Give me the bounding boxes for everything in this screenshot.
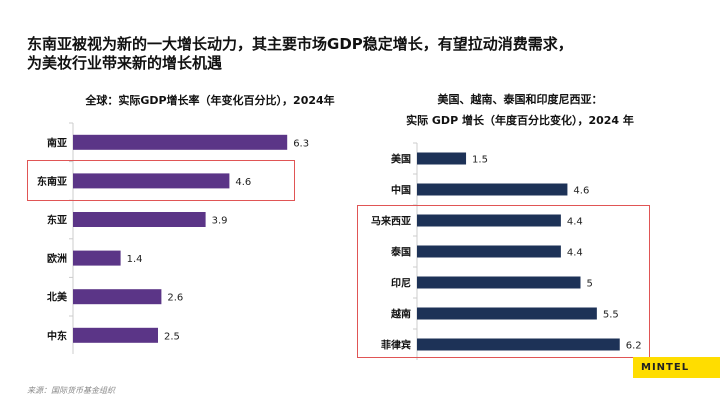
highlight-box-southeast-asia <box>27 160 295 201</box>
data-label: 2.5 <box>164 331 180 342</box>
mintel-logo: MINTEL <box>633 357 720 378</box>
right-chart-title: 美国、越南、泰国和印度尼西亚： 实际 GDP 增长（年度百分比变化），2024 … <box>370 89 670 131</box>
data-label: 4.4 <box>567 248 583 259</box>
category-label: 东南亚 <box>37 175 67 188</box>
data-label: 4.6 <box>235 177 251 188</box>
highlight-box-sea-countries <box>357 205 650 358</box>
data-label: 6.3 <box>293 138 309 149</box>
right-chart-title-line2: 实际 GDP 增长（年度百分比变化），2024 年 <box>406 114 634 127</box>
bar <box>73 212 206 227</box>
bar <box>417 307 597 320</box>
bar <box>417 152 467 165</box>
data-label: 5.5 <box>603 310 619 321</box>
bar <box>417 214 561 227</box>
category-label: 越南 <box>390 308 411 321</box>
data-label: 1.4 <box>127 254 143 265</box>
data-label: 4.6 <box>573 186 589 197</box>
slide-title-line1: 东南亚被视为新的一大增长动力，其主要市场GDP稳定增长，有望拉动消费需求， <box>27 35 573 53</box>
slide-title-line2: 为美妆行业带来新的增长机遇 <box>27 54 223 72</box>
category-label: 北美 <box>47 291 68 304</box>
data-label: 4.4 <box>567 217 583 228</box>
bar <box>417 245 561 258</box>
data-label: 6.2 <box>626 341 642 352</box>
data-label: 5 <box>587 279 593 290</box>
slide-title: 东南亚被视为新的一大增长动力，其主要市场GDP稳定增长，有望拉动消费需求， 为美… <box>27 35 573 73</box>
category-label: 泰国 <box>390 246 411 259</box>
left-chart-title: 全球：实际GDP增长率（年变化百分比），2024年 <box>85 94 335 107</box>
bar <box>417 183 568 196</box>
bar <box>73 250 121 266</box>
category-label: 欧洲 <box>47 252 67 265</box>
data-label: 2.6 <box>167 293 183 304</box>
bar <box>417 276 581 289</box>
category-label: 菲律宾 <box>381 339 411 352</box>
bar <box>73 173 230 189</box>
bar <box>73 289 162 305</box>
data-label: 1.5 <box>472 155 488 166</box>
source-note: 来源：国际货币基金组织 <box>27 386 115 395</box>
category-label: 马来西亚 <box>371 215 411 228</box>
bar <box>73 134 288 150</box>
category-label: 中东 <box>47 329 67 342</box>
category-label: 东亚 <box>47 214 67 227</box>
data-label: 3.9 <box>212 216 228 227</box>
category-label: 中国 <box>391 184 411 197</box>
bar <box>73 327 158 343</box>
category-label: 印尼 <box>391 278 411 290</box>
category-label: 南亚 <box>47 136 67 149</box>
right-chart-title-line1: 美国、越南、泰国和印度尼西亚： <box>437 93 603 106</box>
category-label: 美国 <box>391 153 411 166</box>
bar <box>417 338 620 351</box>
